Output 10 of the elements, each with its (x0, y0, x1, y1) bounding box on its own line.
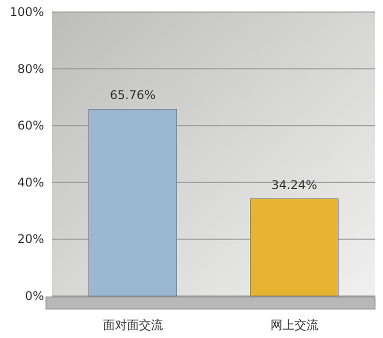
y-tick-label: 20% (17, 232, 44, 246)
y-tick-label: 60% (17, 118, 44, 133)
y-tick-label: 100% (10, 5, 44, 19)
x-tick-label: 面对面交流 (102, 318, 163, 332)
data-label: 34.24% (271, 178, 318, 192)
x-tick-label: 网上交流 (270, 318, 318, 332)
data-label: 65.76% (110, 88, 156, 102)
y-tick-label: 80% (17, 62, 44, 76)
y-tick-label: 0% (24, 289, 44, 303)
y-tick-label: 40% (17, 175, 44, 190)
